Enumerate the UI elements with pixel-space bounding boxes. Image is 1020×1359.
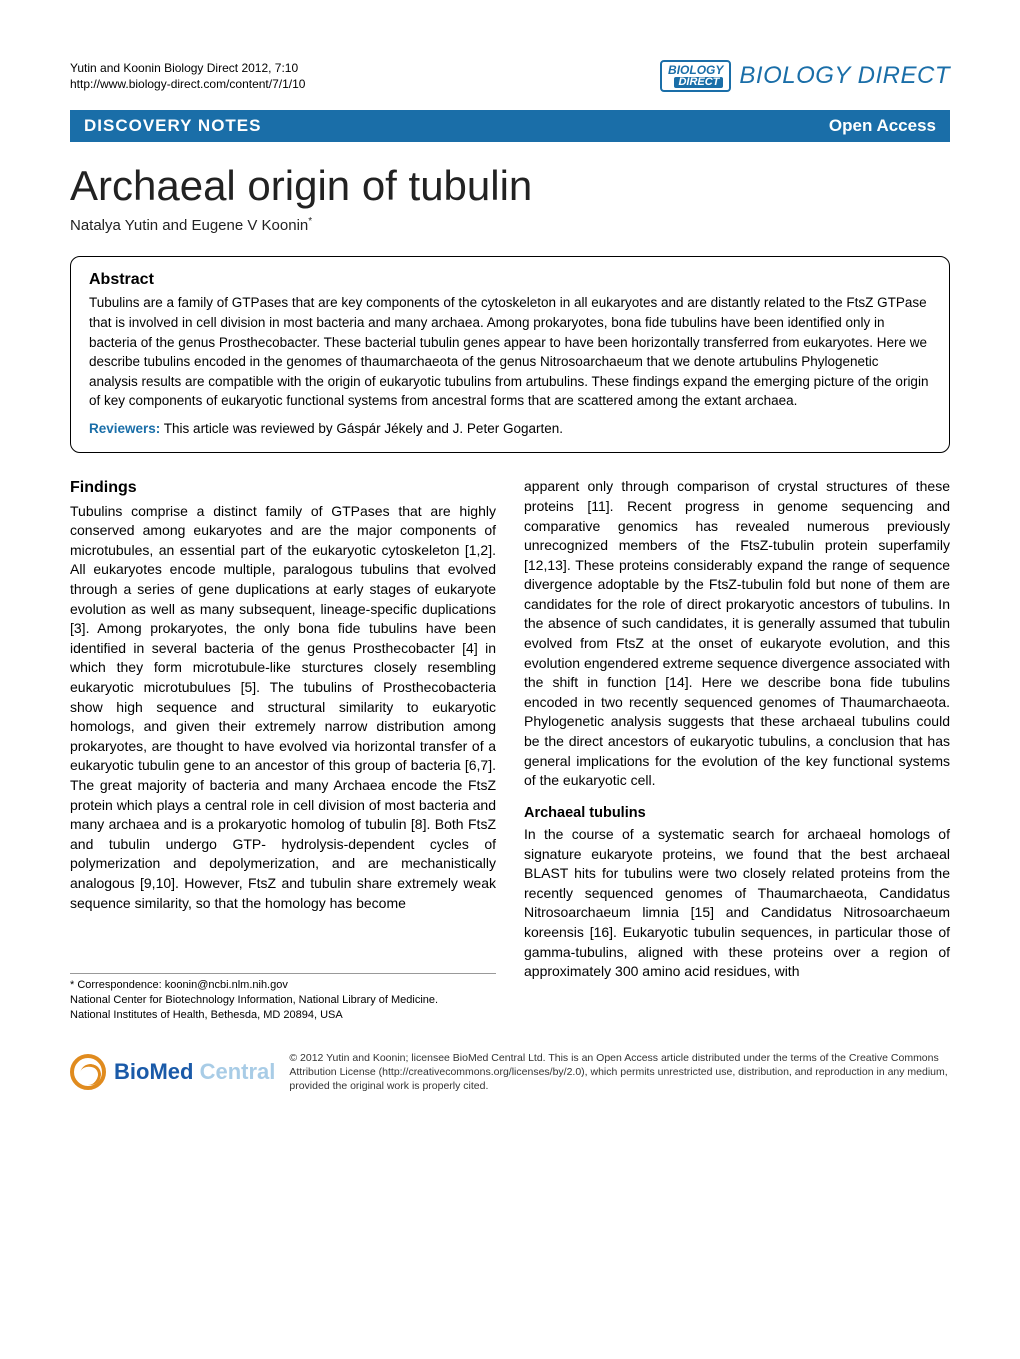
journal-logo: BIOLOGY DIRECT BIOLOGY DIRECT <box>660 60 950 92</box>
journal-badge-icon: BIOLOGY DIRECT <box>660 60 731 92</box>
column2-paragraph: apparent only through comparison of crys… <box>524 477 950 791</box>
reviewers-label: Reviewers: <box>89 421 160 436</box>
citation-line-2: http://www.biology-direct.com/content/7/… <box>70 76 305 92</box>
findings-heading: Findings <box>70 477 496 499</box>
citation-block: Yutin and Koonin Biology Direct 2012, 7:… <box>70 60 305 92</box>
footer: BioMed Central © 2012 Yutin and Koonin; … <box>70 1041 950 1094</box>
journal-badge-bottom: DIRECT <box>674 77 723 89</box>
findings-paragraph: Tubulins comprise a distinct family of G… <box>70 502 496 913</box>
archaeal-paragraph: In the course of a systematic search for… <box>524 825 950 982</box>
body-columns: Findings Tubulins comprise a distinct fa… <box>70 477 950 1022</box>
journal-name: BIOLOGY DIRECT <box>739 62 950 90</box>
affiliation-line-2: National Institutes of Health, Bethesda,… <box>70 1008 496 1023</box>
reviewers-line: Reviewers: This article was reviewed by … <box>89 419 931 439</box>
corresponding-marker: * <box>308 216 312 227</box>
affiliation-line-1: National Center for Biotechnology Inform… <box>70 993 496 1008</box>
abstract-text: Tubulins are a family of GTPases that ar… <box>89 293 931 410</box>
authors-line: Natalya Yutin and Eugene V Koonin* <box>70 216 950 234</box>
biomedcentral-logo: BioMed Central <box>70 1054 275 1090</box>
bmc-central: Central <box>193 1059 275 1084</box>
open-access-label: Open Access <box>829 116 936 136</box>
correspondence-line: * Correspondence: koonin@ncbi.nlm.nih.go… <box>70 978 496 993</box>
section-label: DISCOVERY NOTES <box>84 116 261 136</box>
footnote-block: * Correspondence: koonin@ncbi.nlm.nih.go… <box>70 973 496 1023</box>
correspondence-email: koonin@ncbi.nlm.nih.gov <box>165 979 288 991</box>
article-title: Archaeal origin of tubulin <box>70 162 950 210</box>
citation-line-1: Yutin and Koonin Biology Direct 2012, 7:… <box>70 60 305 76</box>
reviewers-text: This article was reviewed by Gáspár Jéke… <box>160 421 563 436</box>
abstract-box: Abstract Tubulins are a family of GTPase… <box>70 256 950 453</box>
archaeal-subheading: Archaeal tubulins <box>524 803 950 823</box>
authors-names: Natalya Yutin and Eugene V Koonin <box>70 217 308 234</box>
journal-badge-top: BIOLOGY <box>668 64 723 77</box>
copyright-text: © 2012 Yutin and Koonin; licensee BioMed… <box>289 1051 950 1094</box>
bmc-logo-text: BioMed Central <box>114 1059 275 1085</box>
header: Yutin and Koonin Biology Direct 2012, 7:… <box>70 60 950 92</box>
abstract-heading: Abstract <box>89 271 931 289</box>
correspondence-label: * Correspondence: <box>70 979 165 991</box>
bmc-bio: BioMed <box>114 1059 193 1084</box>
page-root: Yutin and Koonin Biology Direct 2012, 7:… <box>0 0 1020 1123</box>
category-bar: DISCOVERY NOTES Open Access <box>70 110 950 142</box>
bmc-circle-icon <box>70 1054 106 1090</box>
